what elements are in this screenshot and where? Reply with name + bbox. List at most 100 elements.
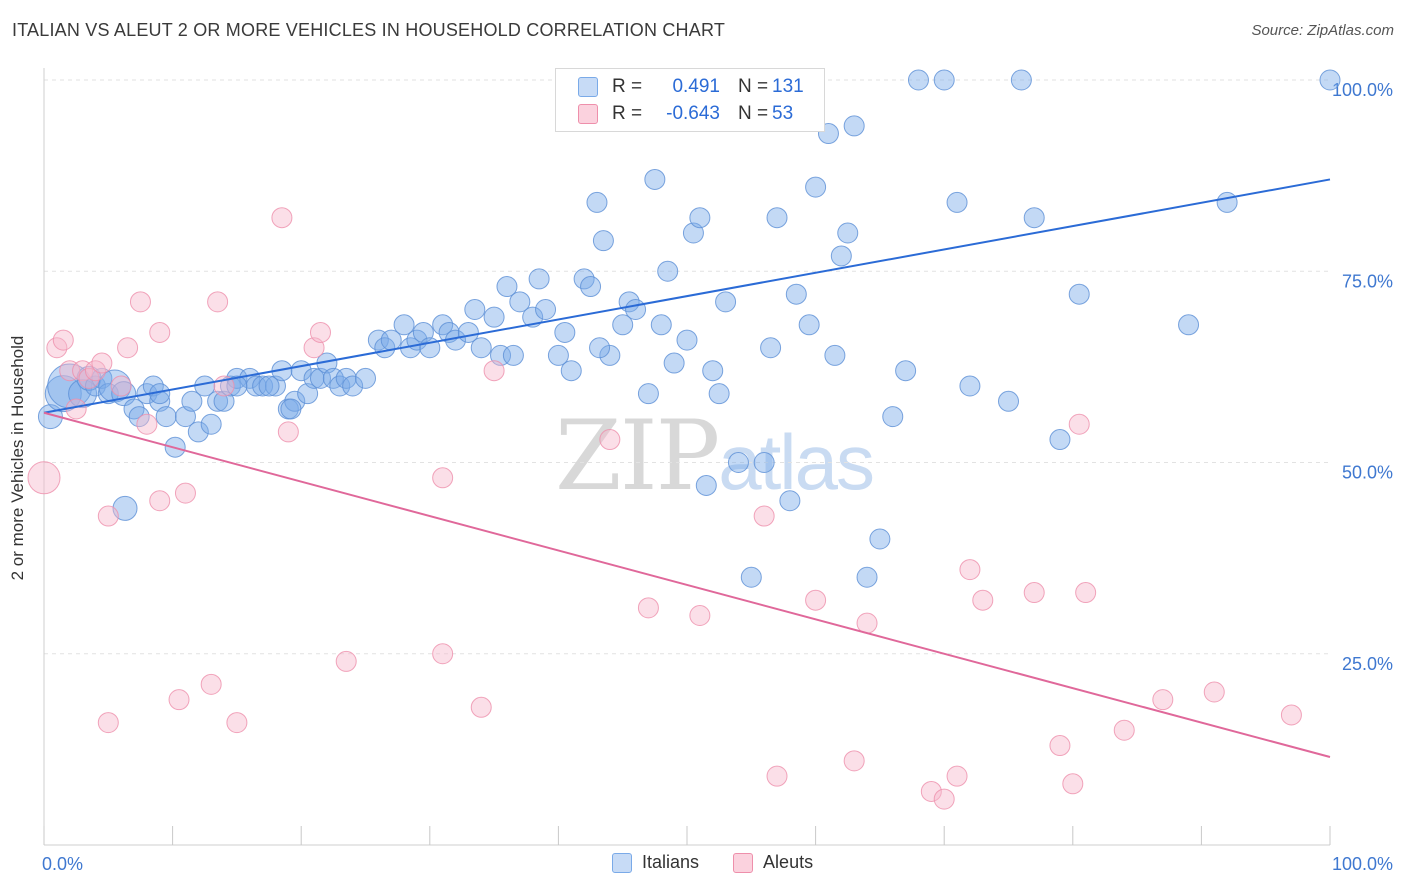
italians-point bbox=[592, 230, 614, 252]
aleuts-point bbox=[52, 329, 74, 351]
italians-point bbox=[933, 69, 955, 91]
italians-point bbox=[560, 360, 582, 382]
italians-point bbox=[509, 291, 531, 313]
watermark: ZIPatlas bbox=[555, 400, 875, 512]
aleuts-point bbox=[843, 750, 865, 772]
aleuts-point bbox=[277, 421, 299, 443]
aleuts-point bbox=[309, 321, 331, 343]
italians-point bbox=[226, 375, 248, 397]
italians-point bbox=[824, 344, 846, 366]
italians-point bbox=[258, 375, 280, 397]
italians-point bbox=[483, 306, 505, 328]
italians-point bbox=[657, 260, 679, 282]
italians-point bbox=[1010, 69, 1032, 91]
italians-point bbox=[245, 375, 267, 397]
italians-point bbox=[68, 379, 98, 409]
aleuts-point bbox=[1049, 735, 1071, 757]
italians-point bbox=[785, 283, 807, 305]
aleuts-point bbox=[149, 321, 171, 343]
aleuts-point bbox=[271, 207, 293, 229]
italians-point bbox=[830, 245, 852, 267]
italians-point bbox=[1319, 69, 1341, 91]
aleuts-point bbox=[959, 559, 981, 581]
italians-point bbox=[112, 495, 138, 521]
italians-point bbox=[715, 291, 737, 313]
italians-point bbox=[663, 352, 685, 374]
legend-label-italians: Italians bbox=[642, 852, 700, 872]
aleuts-point bbox=[805, 589, 827, 611]
italians-point bbox=[589, 337, 611, 359]
aleuts-point bbox=[599, 429, 621, 451]
italians-point bbox=[882, 406, 904, 428]
aleuts-point bbox=[27, 461, 61, 495]
aleuts-trend-line bbox=[43, 411, 1331, 758]
x-tick-label: 100.0% bbox=[1332, 854, 1393, 874]
italians-point bbox=[869, 528, 891, 550]
italians-point bbox=[547, 344, 569, 366]
italians-point bbox=[502, 344, 524, 366]
italians-point bbox=[554, 321, 576, 343]
legend-row-aleuts: R = -0.643 N = 53 bbox=[578, 102, 812, 126]
italians-point bbox=[128, 406, 150, 428]
italians-point bbox=[187, 421, 209, 443]
legend-item-aleuts[interactable]: Aleuts bbox=[733, 852, 813, 873]
aleuts-point bbox=[1075, 582, 1097, 604]
legend-r-value: 0.491 bbox=[672, 76, 720, 97]
legend-swatch-aleuts bbox=[733, 852, 754, 873]
aleuts-point bbox=[136, 413, 158, 435]
aleuts-point bbox=[91, 352, 113, 374]
aleuts-point bbox=[1203, 681, 1225, 703]
italians-point bbox=[470, 337, 492, 359]
aleuts-point bbox=[637, 597, 659, 619]
italians-point bbox=[599, 344, 621, 366]
italians-point bbox=[1178, 314, 1200, 336]
italians-point bbox=[689, 207, 711, 229]
italians-point bbox=[355, 367, 376, 389]
italians-point bbox=[342, 375, 364, 397]
aleuts-point bbox=[117, 337, 139, 359]
legend-n-label: N = bbox=[738, 103, 769, 124]
aleuts-point bbox=[946, 765, 968, 787]
italians-point bbox=[155, 406, 177, 428]
y-tick-label: 50.0% bbox=[1342, 463, 1393, 483]
italians-point bbox=[798, 314, 820, 336]
aleuts-point bbox=[689, 605, 711, 626]
italians-point bbox=[200, 413, 222, 435]
aleuts-point bbox=[1152, 689, 1174, 711]
italians-point bbox=[959, 375, 981, 397]
aleuts-point bbox=[1023, 582, 1045, 604]
legend-swatch-italians bbox=[612, 852, 632, 873]
aleuts-point bbox=[1062, 773, 1084, 795]
italians-point bbox=[1049, 429, 1071, 451]
aleuts-point bbox=[1113, 719, 1135, 741]
y-tick-label: 25.0% bbox=[1342, 654, 1393, 674]
aleuts-point bbox=[972, 589, 994, 611]
italians-point bbox=[496, 276, 518, 298]
italians-point bbox=[907, 69, 929, 91]
legend-r-value: -0.643 bbox=[666, 103, 720, 124]
legend-item-italians[interactable]: Italians bbox=[612, 852, 699, 873]
italians-point bbox=[181, 390, 203, 412]
italians-point bbox=[464, 299, 486, 320]
legend-row-italians: R = 0.491 N = 131 bbox=[578, 75, 812, 99]
italians-point bbox=[805, 176, 827, 198]
italians-point bbox=[535, 299, 557, 320]
aleuts-point bbox=[97, 712, 119, 734]
italians-point bbox=[1068, 283, 1090, 305]
aleuts-point bbox=[470, 696, 492, 718]
italians-point bbox=[695, 474, 717, 496]
aleuts-point bbox=[856, 612, 878, 634]
chart-title: ITALIAN VS ALEUT 2 OR MORE VEHICLES IN H… bbox=[12, 20, 726, 40]
aleuts-point bbox=[432, 467, 454, 489]
legend-r-label: R = bbox=[612, 76, 643, 97]
italians-point bbox=[702, 360, 724, 382]
italians-point bbox=[303, 367, 325, 389]
y-tick-label: 75.0% bbox=[1342, 271, 1393, 291]
legend-swatch-italians bbox=[578, 77, 598, 97]
aleuts-point bbox=[97, 505, 119, 527]
italians-point bbox=[625, 299, 647, 320]
italians-point bbox=[676, 329, 698, 351]
italians-point bbox=[650, 314, 672, 336]
x-tick-label: 0.0% bbox=[42, 854, 83, 874]
